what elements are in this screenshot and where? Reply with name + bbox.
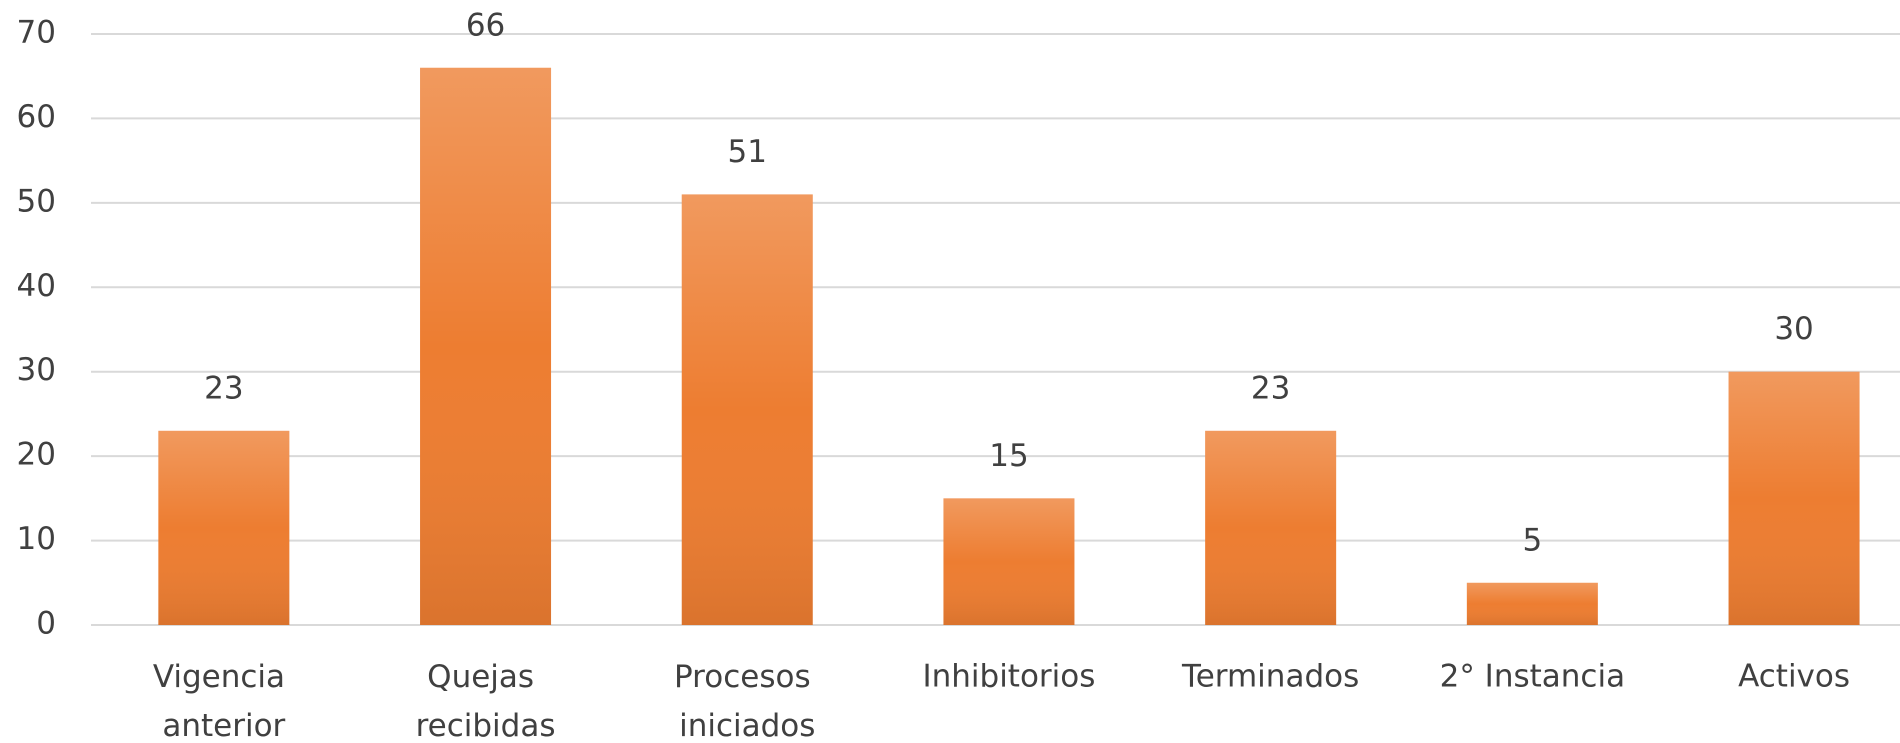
bar [1205,430,1337,625]
data-label: 15 [989,438,1028,474]
bar [420,67,552,626]
x-tick-label: Vigencia anterior [153,659,295,743]
data-label: 5 [1522,522,1542,558]
x-tick-label: Procesos iniciados [674,659,820,743]
y-tick-label: 0 [36,606,56,642]
y-tick-label: 10 [17,521,56,557]
y-tick-label: 60 [17,99,56,135]
data-label: 23 [1251,370,1290,406]
x-tick-label: Terminados [1181,659,1359,695]
y-tick-label: 70 [17,15,56,51]
data-label: 23 [204,370,243,406]
x-tick-label: Inhibitorios [922,659,1095,695]
x-tick-label: Activos [1738,659,1850,695]
y-tick-label: 40 [17,268,56,304]
bar [158,430,290,625]
y-tick-label: 50 [17,183,56,219]
y-tick-label: 30 [17,352,56,388]
data-label: 51 [728,134,767,170]
x-tick-label: 2° Instancia [1440,659,1625,695]
bar [943,498,1075,625]
bar [681,194,813,625]
bar [1728,371,1860,625]
data-label: 66 [466,7,505,43]
x-tick-label: Quejas recibidas [416,659,556,743]
y-tick-label: 20 [17,437,56,473]
bar [1466,582,1598,625]
data-label: 30 [1774,311,1813,347]
